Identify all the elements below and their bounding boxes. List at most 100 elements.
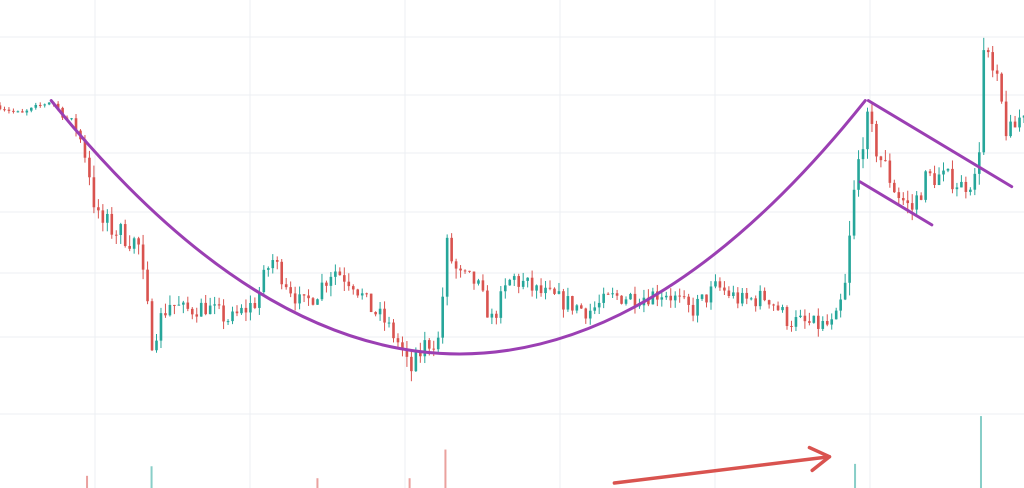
candle-body xyxy=(521,280,525,287)
candle-body xyxy=(736,292,740,304)
candle-body xyxy=(441,296,444,338)
candle-body xyxy=(960,181,963,188)
candle-body xyxy=(392,322,395,339)
candle-body xyxy=(132,238,136,249)
candle-body xyxy=(477,280,480,284)
candle-body xyxy=(749,298,753,300)
candle-body xyxy=(92,177,96,208)
candle-body xyxy=(481,280,485,291)
candle-body xyxy=(969,189,972,192)
candle-body xyxy=(691,304,695,316)
volume-bars xyxy=(86,416,982,488)
candle-body xyxy=(155,340,158,351)
candle-body xyxy=(526,277,529,281)
candle-body xyxy=(624,299,628,304)
candle-body xyxy=(696,298,699,316)
candle-body xyxy=(258,292,261,308)
candle-body xyxy=(503,285,507,292)
cup-pattern-curve xyxy=(49,99,867,356)
candle-body xyxy=(173,304,176,306)
candle-body xyxy=(740,292,744,304)
candle-body xyxy=(97,207,100,211)
candle-body xyxy=(848,235,851,283)
candle-body xyxy=(955,187,959,190)
candle-body xyxy=(861,149,865,160)
candle-body xyxy=(30,107,33,111)
candle-body xyxy=(253,303,257,308)
candle-body xyxy=(396,338,400,343)
candle-body xyxy=(88,157,91,178)
candle-body xyxy=(566,296,570,310)
candle-body xyxy=(356,289,360,296)
candle-body xyxy=(106,213,109,223)
candle-body xyxy=(803,315,807,322)
candle-body xyxy=(852,189,856,236)
candle-body xyxy=(673,295,677,301)
candle-body xyxy=(419,350,422,357)
candle-body xyxy=(982,50,986,153)
candle-body xyxy=(901,198,905,201)
candle-body xyxy=(316,299,319,305)
candle-body xyxy=(593,307,597,311)
candle-body xyxy=(70,118,73,120)
volume-bar xyxy=(444,449,447,488)
candle-body xyxy=(1013,121,1017,128)
candle-body xyxy=(231,311,234,322)
candle-body xyxy=(450,237,453,262)
candle-body xyxy=(687,296,690,305)
candle-body xyxy=(530,277,534,291)
candle-body xyxy=(463,270,467,272)
candle-body xyxy=(347,281,351,287)
candle-body xyxy=(445,237,449,297)
candle-body xyxy=(535,285,538,291)
candle-body xyxy=(517,276,521,287)
candle-body xyxy=(745,292,749,299)
candle-body xyxy=(3,109,6,111)
pattern-overlays xyxy=(49,99,1014,485)
candle-body xyxy=(423,340,427,357)
candle-body xyxy=(387,322,391,324)
candle-body xyxy=(325,282,328,286)
candle-body xyxy=(222,305,225,322)
candle-body xyxy=(1000,73,1003,102)
candle-body xyxy=(620,295,623,304)
candle-body xyxy=(790,325,793,327)
candle-body xyxy=(870,111,874,124)
candle-body xyxy=(182,302,185,305)
candle-body xyxy=(468,270,471,272)
candle-body xyxy=(405,349,409,357)
candle-body xyxy=(562,291,565,310)
candle-body xyxy=(199,302,203,317)
candle-body xyxy=(302,294,306,296)
candle-body xyxy=(834,310,838,320)
candle-body xyxy=(168,304,172,316)
candle-body xyxy=(597,302,601,308)
candle-body xyxy=(338,271,342,276)
candle-body xyxy=(1022,115,1024,118)
candle-body xyxy=(0,105,2,110)
volume-bar xyxy=(408,478,411,488)
candle-body xyxy=(217,304,221,306)
volume-bar xyxy=(86,475,89,488)
candle-body xyxy=(101,210,105,223)
candle-body xyxy=(289,287,292,294)
candle-body xyxy=(857,159,860,190)
candle-body xyxy=(56,103,60,108)
candle-body xyxy=(821,320,825,329)
candle-body xyxy=(378,308,382,315)
candle-body xyxy=(159,313,163,341)
candle-body xyxy=(432,348,436,350)
candle-body xyxy=(83,139,87,158)
candle-body xyxy=(723,287,726,291)
candle-body xyxy=(34,104,38,108)
candle-body xyxy=(602,293,605,303)
candle-body xyxy=(472,271,476,284)
candle-body xyxy=(808,321,811,323)
candle-body xyxy=(611,293,614,295)
candle-body xyxy=(629,293,632,300)
candle-body xyxy=(1018,117,1021,128)
candle-body xyxy=(235,311,239,314)
candle-body xyxy=(195,314,199,317)
candle-body xyxy=(660,297,664,300)
candle-body xyxy=(709,286,713,303)
